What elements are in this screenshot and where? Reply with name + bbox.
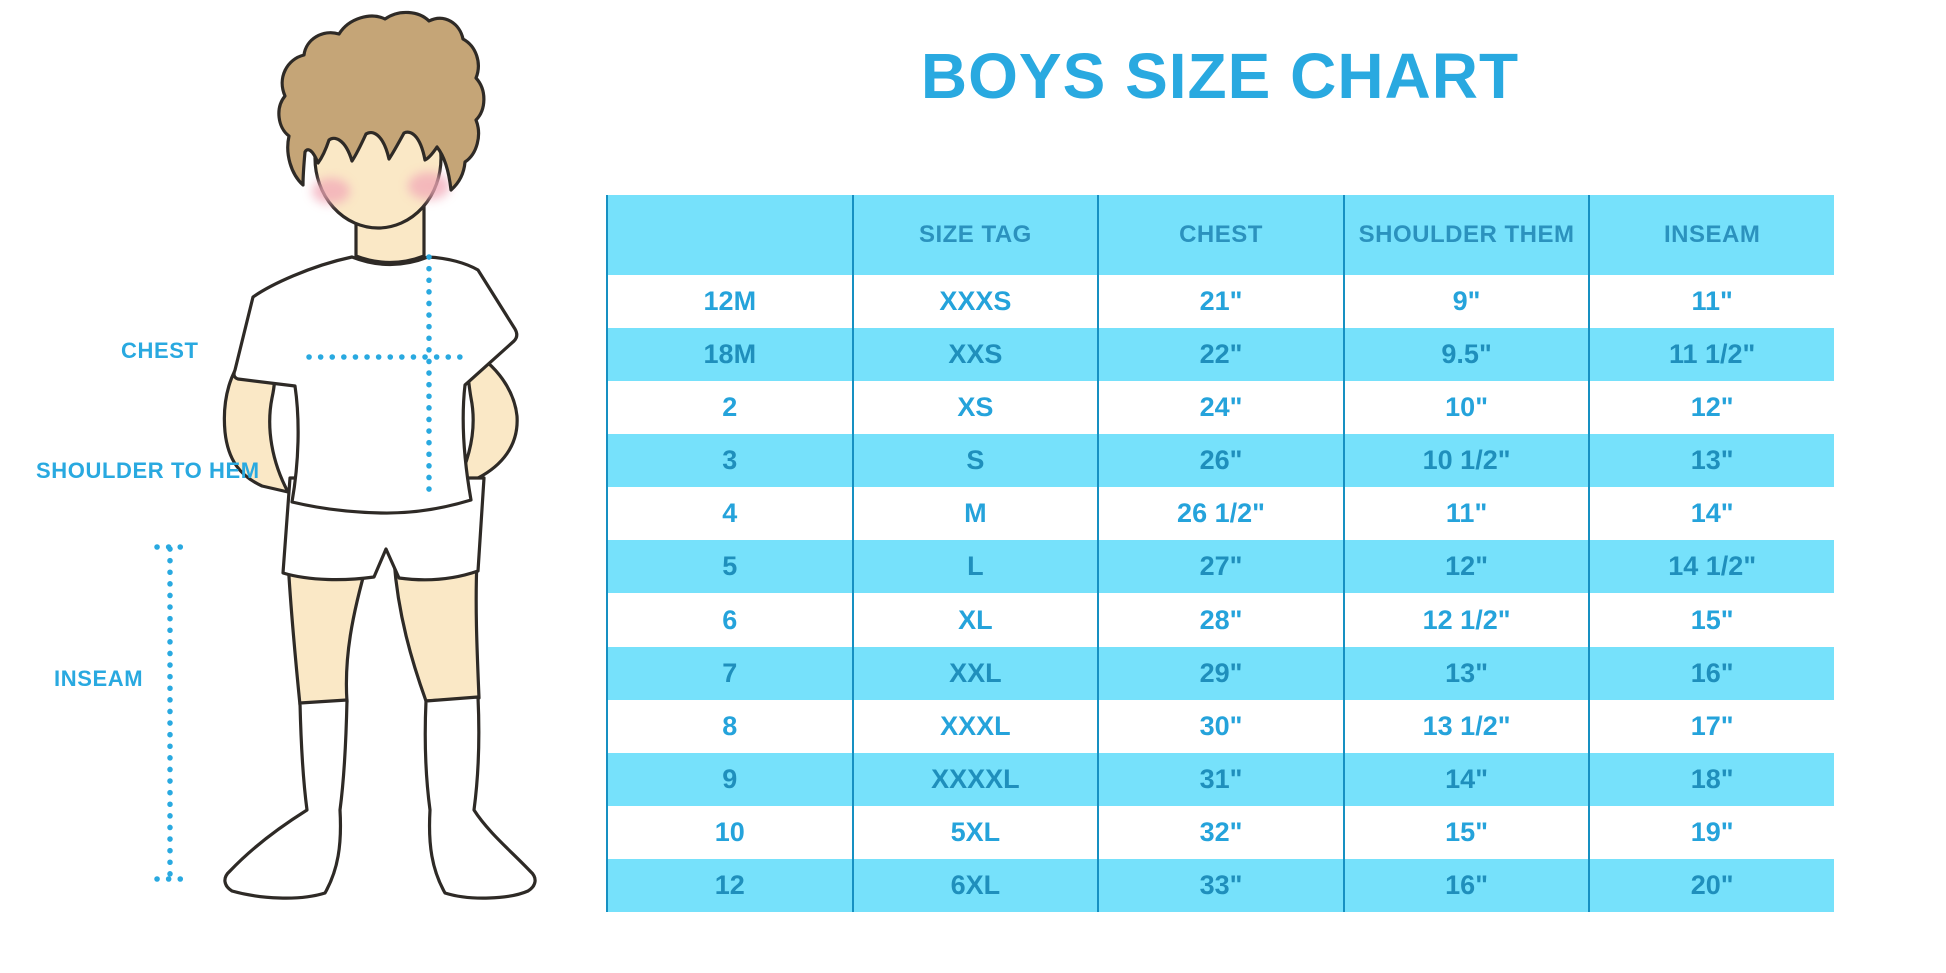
table-row: 3 S 26" 10 1/2" 13" [606, 434, 1834, 488]
boy-blush-right [408, 172, 450, 200]
table-cell: XXXS [851, 275, 1099, 329]
table-cell: XXL [851, 646, 1099, 700]
table-cell: 28" [1097, 593, 1344, 647]
table-cell: 5XL [851, 805, 1099, 859]
table-cell: 11" [1588, 275, 1834, 329]
table-cell: 10" [1342, 381, 1590, 435]
shoulder-to-hem-label: SHOULDER TO HEM [36, 458, 260, 483]
table-cell: 2 [606, 381, 853, 435]
size-table-body: 12M XXXS 21" 9" 11" 18M XXS 22" 9.5" 11 1/2" 2 XS 24… [606, 275, 1834, 912]
table-cell: XXS [851, 328, 1099, 382]
table-row: 4 M 26 1/2" 11" 14" [606, 487, 1834, 541]
size-table: SIZE TAG CHEST SHOULDER THEM INSEAM 12M X… [606, 195, 1834, 912]
table-cell: 14" [1342, 752, 1590, 806]
table-cell: 32" [1097, 805, 1344, 859]
table-cell: 19" [1588, 805, 1834, 859]
table-row: 18M XXS 22" 9.5" 11 1/2" [606, 328, 1834, 382]
boy-shirt [232, 255, 519, 515]
table-row: 6 XL 28" 12 1/2" 15" [606, 593, 1834, 647]
table-cell: 4 [606, 487, 853, 541]
table-row: 10 5XL 32" 15" 19" [606, 805, 1834, 859]
table-cell: 18" [1588, 752, 1834, 806]
col-header-size-tag: SIZE TAG [851, 195, 1099, 275]
col-header-inseam: INSEAM [1588, 195, 1834, 275]
table-cell: 18M [606, 328, 853, 382]
table-cell: S [851, 434, 1099, 488]
table-cell: 13 1/2" [1342, 699, 1590, 753]
inseam-label: INSEAM [54, 666, 144, 691]
table-cell: 15" [1342, 805, 1590, 859]
table-cell: 14" [1588, 487, 1834, 541]
table-cell: 31" [1097, 752, 1344, 806]
table-cell: 13" [1588, 434, 1834, 488]
boy-right-sock [423, 695, 537, 900]
table-row: 12 6XL 33" 16" 20" [606, 858, 1834, 912]
table-cell: 15" [1588, 593, 1834, 647]
table-cell: 27" [1097, 540, 1344, 594]
table-cell: L [851, 540, 1099, 594]
table-cell: 30" [1097, 699, 1344, 753]
table-cell: 17" [1588, 699, 1834, 753]
col-header-size [606, 195, 853, 275]
table-row: 9 XXXXL 31" 14" 18" [606, 752, 1834, 806]
table-cell: 7 [606, 646, 853, 700]
table-cell: 26 1/2" [1097, 487, 1344, 541]
boy-right-leg [392, 558, 481, 703]
table-cell: XXXL [851, 699, 1099, 753]
table-cell: 16" [1342, 858, 1590, 912]
header-row: SIZE TAG CHEST SHOULDER THEM INSEAM [606, 195, 1834, 275]
table-cell: XL [851, 593, 1099, 647]
col-header-shoulder-them: SHOULDER THEM [1342, 195, 1590, 275]
table-cell: 10 1/2" [1342, 434, 1590, 488]
boy-figure-drawing [154, 10, 537, 900]
page-title: BOYS SIZE CHART [920, 40, 1520, 112]
table-row: 2 XS 24" 10" 12" [606, 381, 1834, 435]
table-cell: 12" [1342, 540, 1590, 594]
table-cell: 5 [606, 540, 853, 594]
table-row: 7 XXL 29" 13" 16" [606, 646, 1834, 700]
boy-hair [277, 10, 486, 192]
boy-illustration: CHEST SHOULDER TO HEM INSEAM [0, 0, 620, 973]
table-cell: 13" [1342, 646, 1590, 700]
table-cell: M [851, 487, 1099, 541]
chest-label: CHEST [121, 338, 199, 363]
table-cell: 21" [1097, 275, 1344, 329]
table-cell: 11 1/2" [1588, 328, 1834, 382]
table-cell: 26" [1097, 434, 1344, 488]
table-cell: 9" [1342, 275, 1590, 329]
table-cell: 12" [1588, 381, 1834, 435]
boy-left-leg [286, 558, 370, 707]
table-cell: 9 [606, 752, 853, 806]
table-cell: 24" [1097, 381, 1344, 435]
boy-left-sock [223, 698, 349, 900]
table-cell: 16" [1588, 646, 1834, 700]
table-cell: 29" [1097, 646, 1344, 700]
table-cell: 10 [606, 805, 853, 859]
table-cell: 6 [606, 593, 853, 647]
table-cell: 12 1/2" [1342, 593, 1590, 647]
table-cell: 8 [606, 699, 853, 753]
table-cell: 3 [606, 434, 853, 488]
table-cell: 20" [1588, 858, 1834, 912]
table-cell: 9.5" [1342, 328, 1590, 382]
size-table-header: SIZE TAG CHEST SHOULDER THEM INSEAM [606, 195, 1834, 275]
col-header-chest: CHEST [1097, 195, 1344, 275]
table-cell: 11" [1342, 487, 1590, 541]
table-cell: 22" [1097, 328, 1344, 382]
table-row: 5 L 27" 12" 14 1/2" [606, 540, 1834, 594]
table-cell: XS [851, 381, 1099, 435]
table-row: 12M XXXS 21" 9" 11" [606, 275, 1834, 329]
table-cell: 12 [606, 858, 853, 912]
table-cell: 6XL [851, 858, 1099, 912]
table-cell: 33" [1097, 858, 1344, 912]
table-cell: XXXXL [851, 752, 1099, 806]
table-row: 8 XXXL 30" 13 1/2" 17" [606, 699, 1834, 753]
boy-blush-left [312, 178, 350, 204]
table-cell: 14 1/2" [1588, 540, 1834, 594]
table-cell: 12M [606, 275, 853, 329]
